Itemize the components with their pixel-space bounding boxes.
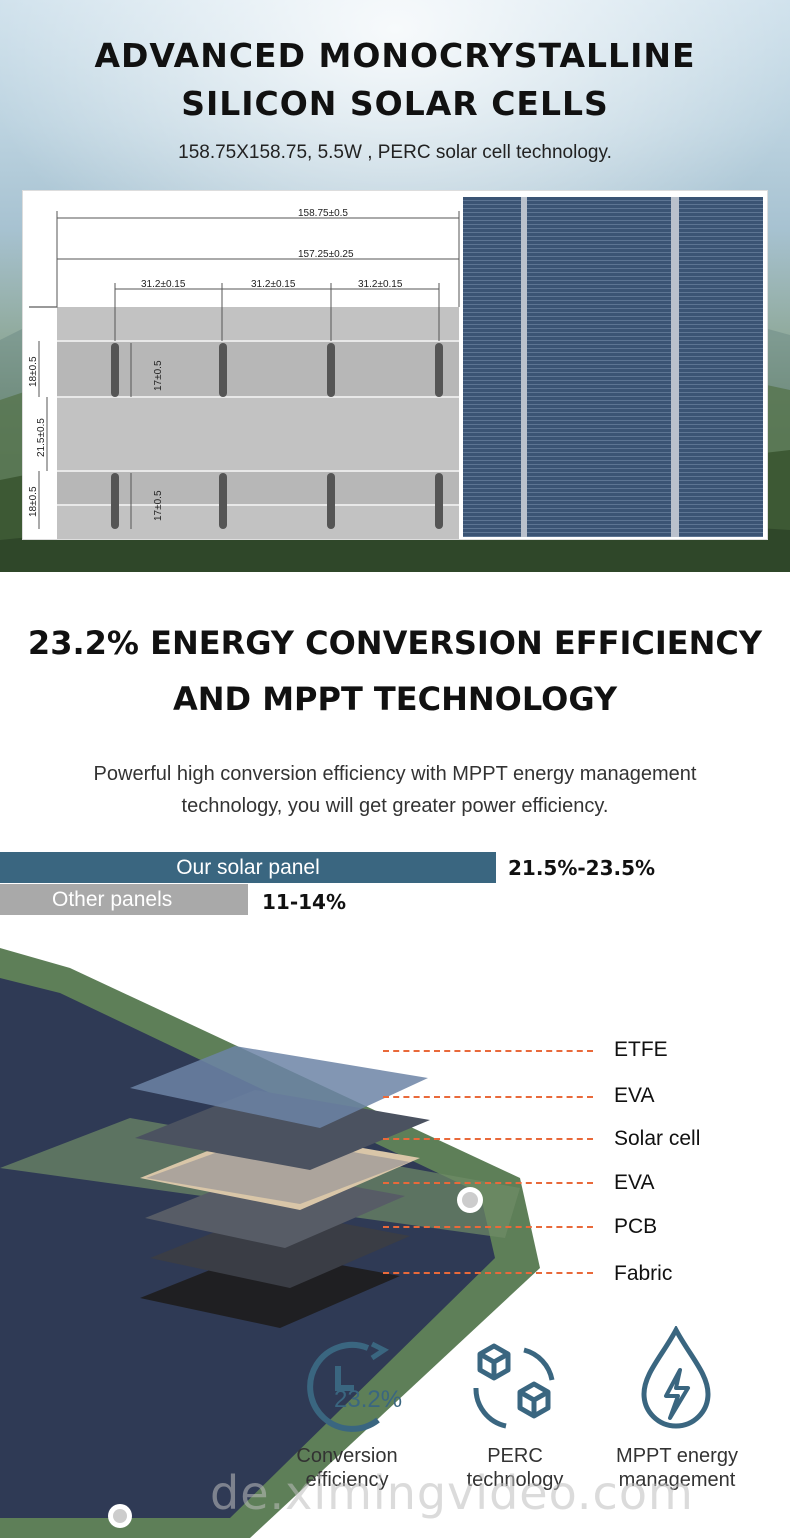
dim-pitch-2: 31.2±0.15: [251, 279, 296, 290]
layer-structure-section: ETFE EVA Solar cell EVA PCB Fabric: [0, 938, 790, 1538]
layer-pointer-eva-2: [383, 1182, 593, 1184]
solar-cell-photo: [463, 197, 763, 537]
efficiency-title-line1: 23.2% ENERGY CONVERSION EFFICIENCY: [27, 624, 763, 662]
dim-pitch-3: 31.2±0.15: [358, 279, 403, 290]
layer-label-etfe: ETFE: [614, 1038, 668, 1061]
feature-perc-line2: technology: [466, 1469, 564, 1491]
layer-pointer-solar-cell: [383, 1138, 593, 1140]
layer-label-pcb: PCB: [614, 1215, 658, 1238]
layer-label-eva-1: EVA: [614, 1084, 655, 1107]
bar-our-panel-value: 21.5%-23.5%: [508, 856, 656, 880]
feature-percent: 23.2%: [334, 1386, 403, 1413]
cubes-icon: [473, 1343, 555, 1429]
dim-slot-lower: 17±0.5: [153, 490, 164, 521]
cell-dimension-figure: 158.75±0.5 157.25±0.25 31.2±0.15 31.2±0.…: [22, 190, 768, 540]
layer-label-fabric: Fabric: [614, 1262, 673, 1285]
dim-pitch-1: 31.2±0.15: [141, 279, 186, 290]
feature-conversion-line1: Conversion: [296, 1445, 398, 1467]
dim-pad-upper: 18±0.5: [28, 356, 39, 387]
layer-illustration: [0, 948, 540, 1538]
hero-title-line2: SILICON SOLAR CELLS: [181, 84, 609, 123]
layer-label-solar-cell: Solar cell: [614, 1127, 701, 1150]
hero-title-line1: ADVANCED MONOCRYSTALLINE: [94, 36, 696, 75]
efficiency-desc-line2: technology, you will get greater power e…: [181, 795, 609, 817]
clock-icon: [307, 1341, 389, 1432]
bar-our-panel: Our solar panel: [0, 852, 496, 883]
layer-pointer-eva-1: [383, 1096, 593, 1098]
watermark: de.ximingvideo.com: [210, 1466, 694, 1520]
bar-other-panels: Other panels: [0, 884, 248, 915]
feature-conversion-line2: efficiency: [305, 1469, 389, 1491]
feature-mppt: MPPT energy management: [592, 1444, 762, 1492]
feature-mppt-line1: MPPT energy: [616, 1445, 738, 1467]
dim-gap: 21.5±0.5: [36, 418, 47, 457]
feature-mppt-line2: management: [618, 1469, 736, 1491]
efficiency-desc-line1: Powerful high conversion efficiency with…: [93, 763, 697, 785]
layer-label-eva-2: EVA: [614, 1171, 655, 1194]
dim-pad-lower: 18±0.5: [28, 486, 39, 517]
bar-other-panels-value: 11-14%: [262, 890, 347, 914]
dim-inner-label: 157.25±0.25: [298, 249, 354, 260]
layer-pointer-pcb: [383, 1226, 593, 1228]
feature-perc-line1: PERC: [487, 1445, 543, 1467]
dim-slot-upper: 17±0.5: [153, 360, 164, 391]
dimension-drawing: 158.75±0.5 157.25±0.25 31.2±0.15 31.2±0.…: [28, 208, 460, 539]
layer-pointer-fabric: [383, 1272, 593, 1274]
feature-perc: PERC technology: [440, 1444, 590, 1492]
dim-total-label: 158.75±0.5: [298, 208, 348, 219]
hero-subtitle: 158.75X158.75, 5.5W , PERC solar cell te…: [178, 142, 612, 163]
hero-section: ADVANCED MONOCRYSTALLINE SILICON SOLAR C…: [0, 0, 790, 572]
layer-pointer-etfe: [383, 1050, 593, 1052]
drop-bolt-icon: [641, 1326, 711, 1429]
feature-conversion: Conversion efficiency: [262, 1444, 432, 1492]
efficiency-title-line2: AND MPPT TECHNOLOGY: [172, 680, 618, 718]
